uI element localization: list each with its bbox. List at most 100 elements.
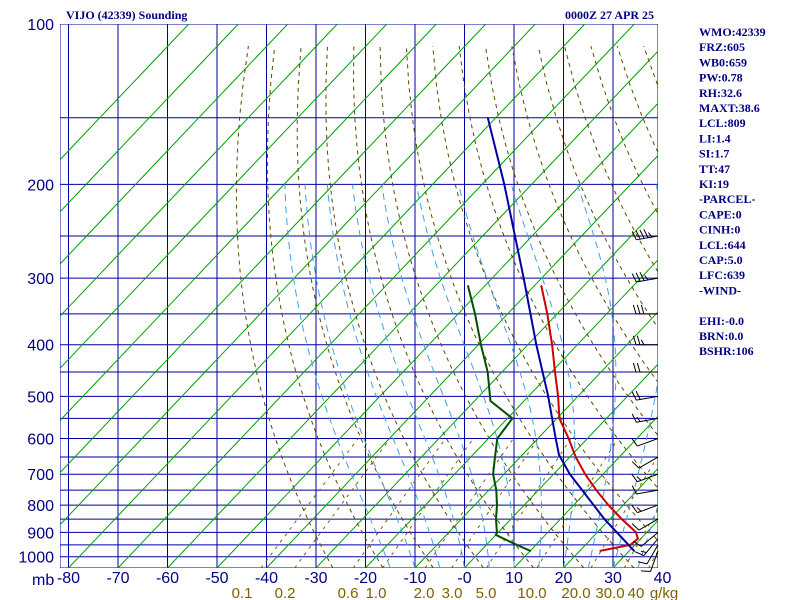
temperature-profile-point	[546, 313, 549, 315]
wind-barb-flag	[635, 551, 645, 556]
isotherm-line	[60, 24, 289, 265]
mixing-ratio-label: 2.0	[414, 585, 435, 600]
parcel-path-point	[569, 473, 571, 476]
dewpoint-profile-point	[480, 343, 482, 346]
series-layer	[467, 117, 640, 552]
temperature-profile-point	[599, 550, 601, 552]
wind-barb-flag	[635, 230, 641, 240]
sounding-index: LCL:809	[699, 116, 746, 130]
temperature-profile-point	[557, 395, 559, 398]
wind-barb-flag	[631, 438, 638, 447]
wind-barb	[641, 550, 659, 573]
wind-barb	[635, 538, 659, 556]
dry-adiabat-line	[485, 46, 658, 437]
isotherm-line	[167, 50, 658, 568]
sounding-index: MAXT:38.6	[699, 101, 760, 115]
mixing-ratio-label: 1.0	[366, 585, 387, 600]
dewpoint-profile-point	[502, 537, 505, 540]
temperature-tick-label: -0	[457, 570, 471, 587]
wind-barb-flag	[635, 390, 641, 400]
dewpoint-profile-point	[489, 400, 492, 402]
grid-layer	[60, 24, 658, 568]
wind-barb-flag	[636, 476, 642, 481]
temperature-tick-label: 40	[654, 570, 672, 587]
temperature-tick-label: -30	[304, 570, 327, 587]
wind-barb-flag	[636, 416, 641, 422]
parcel-path-point	[535, 343, 538, 346]
wind-barb	[632, 362, 658, 373]
wind-barb-flag	[637, 561, 648, 565]
sounding-index: LI:1.4	[699, 131, 731, 145]
isotherm-line	[216, 102, 658, 568]
wind-barb	[637, 544, 659, 565]
dewpoint-profile-point	[495, 534, 497, 536]
wind-barb-flag	[643, 229, 649, 238]
dewpoint-profile-point	[494, 456, 496, 458]
temperature-profile-point	[551, 343, 553, 346]
sounding-index: LFC:639	[699, 268, 745, 282]
wind-barb-staff	[638, 456, 659, 469]
wind-barb-layer	[631, 229, 659, 573]
dry-adiabat-line	[564, 45, 658, 273]
wind-barb-flag	[636, 335, 641, 345]
mixing-ratio-line	[485, 438, 572, 568]
dewpoint-profile-point	[486, 371, 489, 373]
isotherm-line	[60, 24, 487, 474]
wind-barb-flag	[640, 339, 645, 345]
wind-barb-flag	[639, 271, 645, 281]
pressure-tick-label: 300	[27, 271, 54, 288]
temperature-tick-label: 30	[604, 570, 622, 587]
parcel-path-point	[487, 117, 489, 119]
moist-adiabat-line	[352, 184, 465, 568]
parcel-path-series	[486, 117, 635, 552]
pressure-tick-label: 1000	[18, 550, 54, 567]
sounding-index: PW:0.78	[699, 71, 743, 85]
temperature-profile-point	[574, 456, 577, 458]
tick-layer: 100 200 300 400 500 600 700 800 900 1000 mb -80 -70 -…	[18, 17, 678, 600]
sounding-index: KI:19	[699, 177, 729, 191]
mixing-ratio-line	[590, 455, 658, 568]
dry-adiabat-line	[405, 46, 635, 568]
sounding-index: TT:47	[699, 162, 730, 176]
mixing-ratio-label: 5.0	[476, 585, 497, 600]
isotherm-line	[68, 24, 586, 568]
sounding-index: SI:1.7	[699, 147, 729, 161]
wind-barb-flag	[639, 229, 645, 239]
sounding-index: WB0:659	[699, 55, 747, 69]
wind-barb	[631, 390, 659, 401]
pressure-tick-label: 900	[27, 525, 54, 542]
dewpoint-profile-point	[492, 473, 494, 476]
temperature-profile-point	[635, 531, 637, 534]
sounding-index: CAP:5.0	[699, 253, 743, 267]
parcel-path-point	[503, 183, 506, 186]
sounding-index: RH:32.6	[699, 86, 742, 100]
wind-barb	[631, 485, 659, 495]
pressure-unit-label: mb	[32, 572, 54, 589]
wind-barb	[631, 413, 659, 423]
wind-barb	[631, 456, 659, 469]
sounding-index: -PARCEL-	[699, 192, 755, 206]
sounding-index: CAPE:0	[699, 207, 742, 221]
wind-barb-flag	[631, 273, 637, 283]
temperature-profile-point	[595, 489, 598, 492]
sounding-index: FRZ:605	[699, 40, 745, 54]
mixing-ratio-line	[623, 508, 658, 568]
temperature-tick-label: -70	[106, 570, 129, 587]
mixing-ratio-label: 3.0	[442, 585, 463, 600]
temperature-profile-point	[584, 473, 586, 476]
wind-barb-staff	[650, 550, 659, 572]
mixing-ratio-line	[536, 438, 619, 568]
isotherm-line	[513, 415, 658, 568]
temperature-profile-point	[567, 437, 570, 440]
moist-adiabat-line	[510, 184, 576, 568]
wind-barb-staff	[638, 518, 659, 531]
wind-barb-flag	[631, 523, 640, 531]
temperature-profile-point	[554, 371, 556, 373]
wind-barb	[631, 504, 659, 514]
wind-barb-flag	[632, 304, 637, 314]
wind-barb-flag	[631, 413, 637, 423]
dry-adiabat-line	[379, 46, 585, 568]
temperature-tick-label: -60	[156, 570, 179, 587]
wind-barb-flag	[631, 485, 637, 495]
isotherm-line	[563, 467, 658, 568]
